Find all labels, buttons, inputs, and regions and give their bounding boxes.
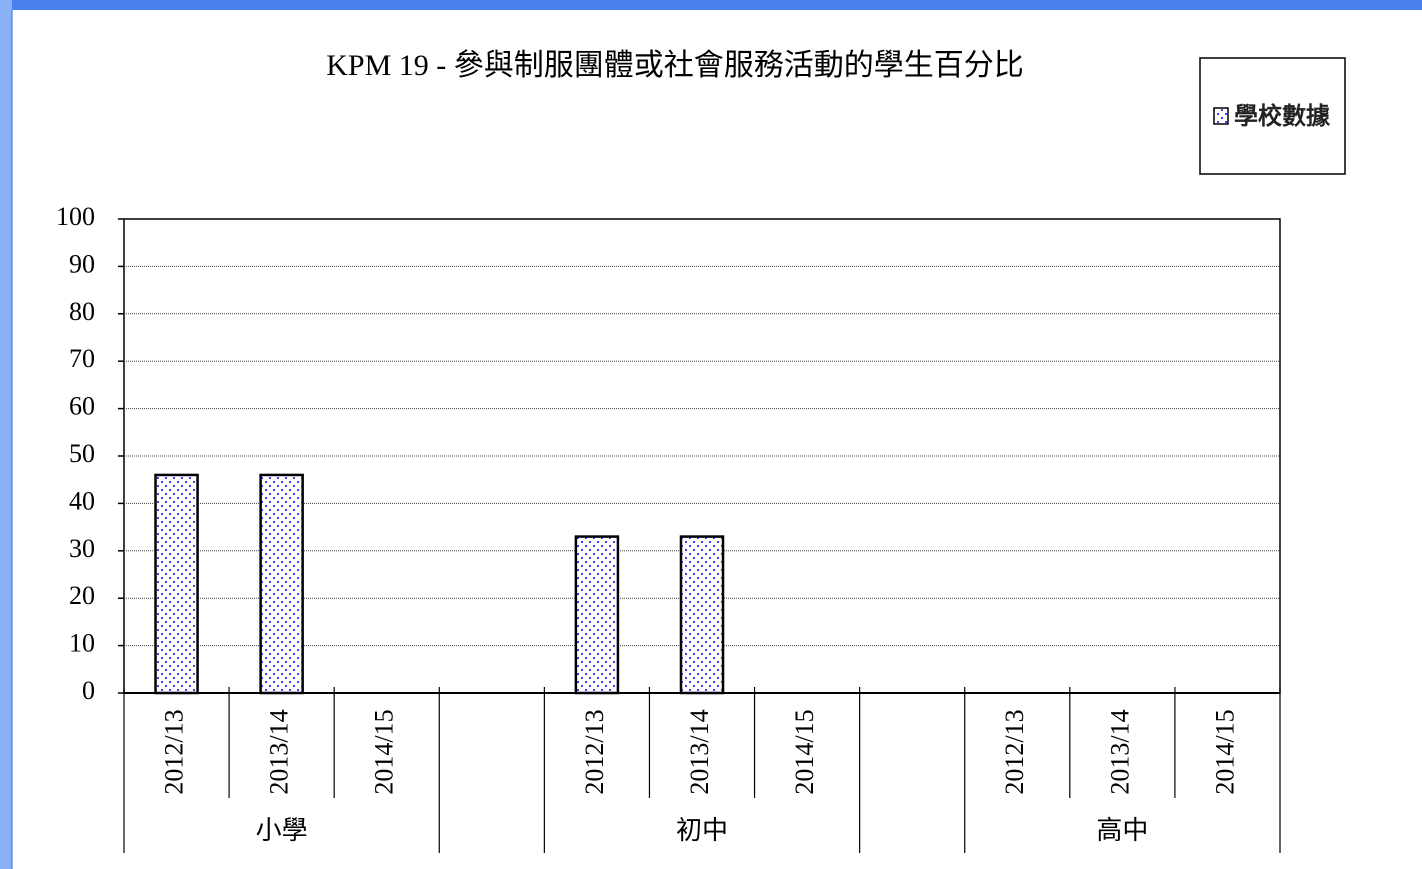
y-tick-label: 30: [69, 534, 95, 563]
y-tick-label: 70: [69, 344, 95, 373]
x-tick-label: 2014/15: [370, 709, 399, 794]
y-tick-label: 40: [69, 486, 95, 515]
bar: [259, 473, 304, 695]
y-tick-label: 50: [69, 439, 95, 468]
x-tick-label: 2013/14: [685, 709, 714, 794]
bar: [574, 535, 620, 695]
x-tick-label: 2013/14: [1105, 709, 1134, 794]
x-tick-label: 2012/13: [160, 709, 189, 794]
y-tick-label: 80: [69, 297, 95, 326]
chart-title: KPM 19 - 參與制服團體或社會服務活動的學生百分比: [326, 49, 1024, 82]
window-left-border: [0, 0, 12, 869]
x-tick-label: 2012/13: [1000, 709, 1029, 794]
y-tick-label: 0: [82, 676, 95, 705]
y-tick-label: 100: [56, 202, 95, 231]
group-label: 高中: [1096, 816, 1148, 845]
legend-label: 學校數據: [1234, 102, 1331, 130]
bar: [154, 473, 199, 695]
group-label: 初中: [676, 816, 728, 845]
x-tick-label: 2014/15: [1210, 709, 1239, 794]
x-tick-label: 2012/13: [580, 709, 609, 794]
y-tick-label: 10: [69, 629, 95, 658]
legend-swatch: [1213, 107, 1229, 125]
y-tick-label: 20: [69, 581, 95, 610]
group-label: 小學: [256, 816, 308, 845]
x-tick-label: 2014/15: [790, 709, 819, 794]
window-top-border: [0, 0, 1422, 10]
y-tick-label: 90: [69, 249, 95, 278]
y-tick-label: 60: [69, 392, 95, 421]
bar: [679, 535, 725, 695]
x-tick-label: 2013/14: [265, 709, 294, 794]
